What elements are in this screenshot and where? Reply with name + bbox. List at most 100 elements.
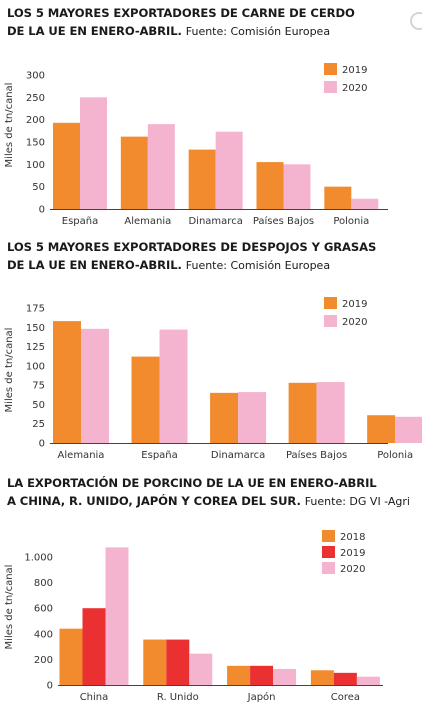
chart-2-legend-label-2020: 2020 bbox=[342, 317, 367, 328]
chart-3-bar-japon-2019 bbox=[250, 665, 274, 685]
chart-3-bar-r-unido-2020 bbox=[189, 653, 213, 685]
chart-2-title-line-1: LOS 5 MAYORES EXPORTADORES DE DESPOJOS Y… bbox=[7, 240, 377, 254]
chart-2-bar-paises-bajos-2019 bbox=[288, 382, 317, 443]
chart-1-source: Fuente: Comisión Europea bbox=[185, 25, 331, 38]
chart-1-ytick-label: 200 bbox=[26, 115, 45, 126]
chart-2-legend-swatch-2019 bbox=[324, 297, 337, 309]
chart-1-bar-polonia-2019 bbox=[324, 186, 352, 209]
chart-1-bar-paises-bajos-2020 bbox=[283, 164, 311, 209]
chart-1-ytick-label: 300 bbox=[26, 71, 45, 82]
chart-3-ytick-label: 200 bbox=[34, 655, 53, 666]
chart-2-ytick-label: 75 bbox=[32, 381, 45, 392]
chart-1-category-label-paises-bajos: Países Bajos bbox=[253, 215, 314, 227]
chart-1-ytick-label: 250 bbox=[26, 93, 45, 104]
decorative-circle bbox=[410, 12, 422, 30]
chart-2-category-label-polonia: Polonia bbox=[377, 450, 413, 461]
chart-1-legend-label-2019: 2019 bbox=[342, 65, 367, 76]
chart-3-category-label-japon: Japón bbox=[247, 691, 276, 703]
chart-3-legend-swatch-2020 bbox=[322, 562, 335, 574]
chart-2-bar-alemania-2019 bbox=[53, 321, 81, 443]
chart-3-y-axis-label: Miles de tn/canal bbox=[4, 565, 15, 650]
chart-1-bar-paises-bajos-2019 bbox=[256, 162, 284, 209]
chart-3-bar-r-unido-2018 bbox=[143, 639, 167, 685]
chart-1-bar-dinamarca-2019 bbox=[188, 149, 216, 209]
chart-2-category-label-dinamarca: Dinamarca bbox=[211, 450, 265, 461]
chart-3-ytick-label: 600 bbox=[34, 604, 53, 615]
chart-2-category-label-paises-bajos: Países Bajos bbox=[286, 449, 347, 461]
chart-3-legend-label-2018: 2018 bbox=[340, 532, 365, 543]
chart-1-title-line-1: LOS 5 MAYORES EXPORTADORES DE CARNE DE C… bbox=[7, 6, 355, 20]
chart-2-y-axis-label: Miles de tn/canal bbox=[4, 328, 15, 413]
chart-2-bar-dinamarca-2019 bbox=[210, 392, 239, 443]
chart-1-category-label-alemania: Alemania bbox=[124, 216, 171, 227]
chart-2-source: Fuente: Comisión Europea bbox=[185, 259, 331, 272]
chart-3-bar-china-2020 bbox=[105, 547, 129, 685]
chart-2-bar-paises-bajos-2020 bbox=[316, 382, 345, 443]
chart-2-bar-espana-2019 bbox=[131, 356, 160, 443]
chart-3-bar-corea-2020 bbox=[356, 676, 380, 685]
chart-2-ytick-label: 175 bbox=[26, 304, 45, 315]
chart-2-ytick-label: 100 bbox=[26, 361, 45, 372]
chart-1-title: LOS 5 MAYORES EXPORTADORES DE CARNE DE C… bbox=[7, 4, 422, 41]
chart-1-ytick-label: 0 bbox=[39, 205, 45, 216]
chart-3-bar-corea-2018 bbox=[310, 670, 334, 685]
chart-2-ytick-label: 50 bbox=[32, 400, 45, 411]
chart-2-category-label-espana: España bbox=[141, 450, 177, 461]
chart-2-bar-polonia-2019 bbox=[367, 415, 396, 443]
chart-2-bar-alemania-2020 bbox=[81, 328, 109, 443]
chart-2-ytick-label: 125 bbox=[26, 342, 45, 353]
chart-2-ytick-label: 150 bbox=[26, 323, 45, 334]
chart-3-ytick-label: 400 bbox=[34, 629, 53, 640]
chart-1-category-label-espana: España bbox=[62, 216, 98, 227]
chart-1-legend-label-2020: 2020 bbox=[342, 83, 367, 94]
chart-3-bar-japon-2018 bbox=[227, 665, 251, 685]
chart-1-bar-alemania-2020 bbox=[147, 124, 175, 209]
chart-3-title-line-2: A CHINA, R. UNIDO, JAPÓN Y COREA DEL SUR… bbox=[7, 492, 422, 511]
chart-1-bar-polonia-2020 bbox=[351, 198, 379, 209]
chart-1-ytick-label: 50 bbox=[32, 182, 45, 193]
chart-2-legend-swatch-2020 bbox=[324, 315, 337, 327]
chart-2-bar-espana-2020 bbox=[159, 329, 188, 443]
chart-3-title: LA EXPORTACIÓN DE PORCINO DE LA UE EN EN… bbox=[7, 474, 422, 511]
chart-3-category-label-r-unido: R. Unido bbox=[157, 692, 199, 703]
chart-2-category-label-alemania: Alemania bbox=[58, 450, 105, 461]
chart-2-legend-label-2019: 2019 bbox=[342, 299, 367, 310]
chart-1-legend-swatch-2019 bbox=[324, 63, 337, 75]
chart-3-ytick-label: 800 bbox=[34, 578, 53, 589]
chart-2-bar-dinamarca-2020 bbox=[238, 392, 267, 443]
chart-3-legend-swatch-2019 bbox=[322, 546, 335, 558]
chart-1-category-label-dinamarca: Dinamarca bbox=[188, 216, 242, 227]
chart-3-source: Fuente: DG VI -Agri bbox=[304, 495, 410, 508]
chart-3-title-line-1: LA EXPORTACIÓN DE PORCINO DE LA UE EN EN… bbox=[7, 476, 377, 490]
chart-1-title-bold: DE LA UE EN ENERO-ABRIL. bbox=[7, 24, 182, 38]
chart-3-ytick-label: 1.000 bbox=[24, 553, 53, 564]
chart-1-ytick-label: 150 bbox=[26, 138, 45, 149]
chart-3-bar-r-unido-2019 bbox=[166, 639, 190, 685]
chart-3-legend-swatch-2018 bbox=[322, 530, 335, 542]
chart-1-title-line-2: DE LA UE EN ENERO-ABRIL. Fuente: Comisió… bbox=[7, 22, 422, 41]
chart-2-title-bold: DE LA UE EN ENERO-ABRIL. bbox=[7, 258, 182, 272]
chart-1-ytick-label: 100 bbox=[26, 160, 45, 171]
chart-3-title-bold: A CHINA, R. UNIDO, JAPÓN Y COREA DEL SUR… bbox=[7, 494, 301, 508]
chart-2-title-line-2: DE LA UE EN ENERO-ABRIL. Fuente: Comisió… bbox=[7, 256, 422, 275]
chart-3-ytick-label: 0 bbox=[47, 681, 53, 692]
chart-1-category-label-polonia: Polonia bbox=[333, 216, 369, 227]
chart-1-bar-alemania-2019 bbox=[120, 136, 148, 209]
chart-2-bar-polonia-2020 bbox=[395, 416, 422, 443]
chart-1-y-axis-label: Miles de tn/canal bbox=[4, 83, 15, 168]
chart-2-ytick-label: 25 bbox=[32, 419, 45, 430]
chart-2-title: LOS 5 MAYORES EXPORTADORES DE DESPOJOS Y… bbox=[7, 238, 422, 275]
chart-3-bar-china-2019 bbox=[82, 608, 106, 685]
chart-1-legend-swatch-2020 bbox=[324, 81, 337, 93]
chart-2-ytick-label: 0 bbox=[39, 439, 45, 450]
chart-3-category-label-china: China bbox=[80, 692, 109, 703]
chart-3-legend-label-2020: 2020 bbox=[340, 564, 365, 575]
chart-3-category-label-corea: Corea bbox=[331, 692, 360, 703]
chart-1-bar-espana-2019 bbox=[53, 122, 80, 209]
chart-1-bar-dinamarca-2020 bbox=[215, 131, 243, 209]
chart-3-bar-corea-2019 bbox=[333, 672, 357, 685]
chart-3-bar-japon-2020 bbox=[273, 669, 297, 685]
